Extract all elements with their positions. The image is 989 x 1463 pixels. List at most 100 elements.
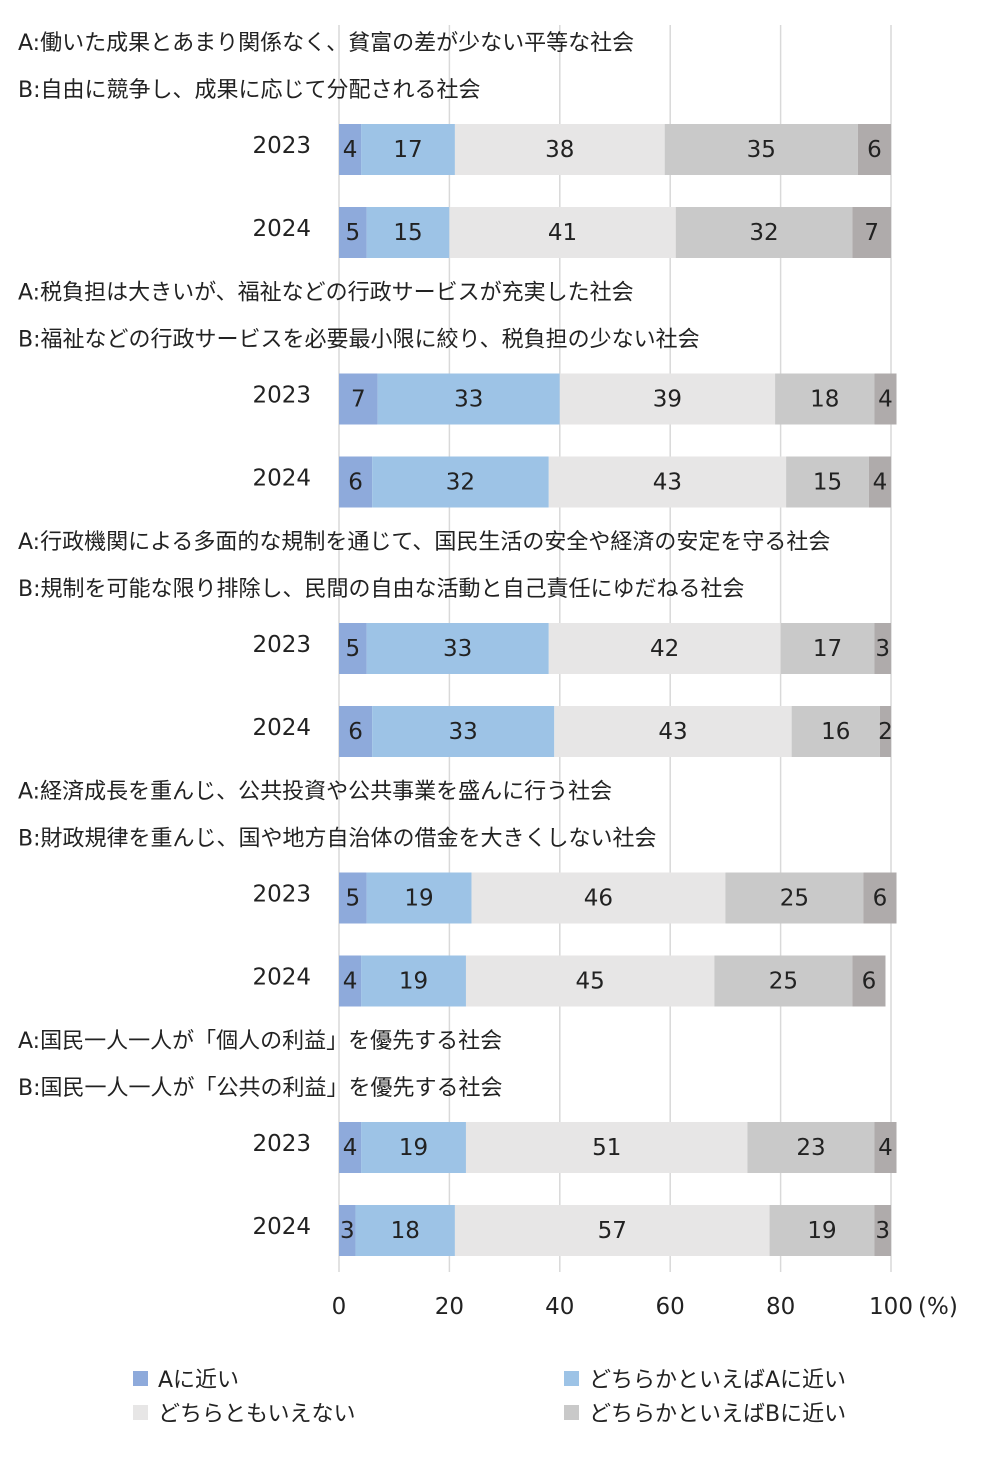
data-label: 18	[391, 1218, 420, 1244]
data-label: 38	[545, 137, 574, 163]
data-label: 4	[343, 969, 358, 995]
data-label: 57	[598, 1218, 627, 1244]
x-tick-label: 80	[766, 1294, 795, 1320]
legend-swatch	[133, 1370, 148, 1386]
legend-label: どちらかといえばAに近い	[589, 1368, 847, 1393]
data-label: 3	[875, 636, 890, 662]
bar-segment	[554, 706, 792, 757]
data-label: 4	[873, 470, 888, 496]
data-label: 5	[345, 220, 360, 246]
bar-segment	[471, 872, 726, 924]
data-label: 4	[343, 1135, 358, 1161]
data-label: 51	[592, 1135, 621, 1161]
x-tick-label: 60	[656, 1294, 685, 1320]
bar-segment	[372, 706, 555, 757]
data-label: 18	[810, 387, 839, 413]
data-label: 16	[821, 719, 850, 745]
bar-segment	[879, 706, 891, 757]
bar-segment	[874, 623, 891, 674]
data-label: 15	[393, 220, 422, 246]
year-label: 2024	[252, 715, 311, 741]
bar-segment	[874, 1122, 897, 1173]
group-label-a: A:行政機関による多面的な規制を通じて、国民生活の安全や経済の安定を守る社会	[18, 530, 830, 555]
bar-segment	[355, 1205, 455, 1256]
data-label: 33	[443, 636, 472, 662]
data-label: 6	[862, 969, 877, 995]
year-label: 2024	[252, 466, 311, 492]
data-label: 2	[878, 719, 893, 745]
legend-swatch	[564, 1404, 579, 1420]
data-label: 19	[404, 886, 433, 912]
group-label-a: A:経済成長を重んじ、公共投資や公共事業を盛んに行う社会	[18, 780, 612, 805]
bar-segment	[852, 955, 886, 1007]
legend-label: どちらともいえない	[158, 1402, 356, 1427]
legend-item-neither: どちらともいえない	[133, 1396, 356, 1428]
bar-segment	[465, 1122, 748, 1173]
data-label: 39	[653, 387, 682, 413]
bar-segment	[559, 373, 776, 425]
data-label: 35	[747, 137, 776, 163]
data-label: 19	[399, 969, 428, 995]
data-label: 32	[446, 470, 475, 496]
data-label: 33	[449, 719, 478, 745]
bar-segment	[372, 456, 549, 508]
x-unit-label: (%)	[918, 1294, 958, 1320]
bar-segment	[339, 124, 362, 175]
bar-segment	[664, 124, 858, 175]
data-label: 19	[399, 1135, 428, 1161]
data-label: 32	[749, 220, 778, 246]
legend-swatch	[564, 1370, 579, 1386]
data-label: 23	[796, 1135, 825, 1161]
data-label: 6	[348, 470, 363, 496]
data-label: 4	[878, 387, 893, 413]
bar-segment	[339, 623, 367, 674]
data-label: 6	[348, 719, 363, 745]
year-label: 2024	[252, 1214, 311, 1240]
bar-segment	[366, 623, 549, 674]
bar-segment	[725, 872, 864, 924]
bar-segment	[454, 124, 665, 175]
year-label: 2023	[252, 882, 311, 908]
bar-segment	[868, 456, 891, 508]
data-label: 6	[867, 137, 882, 163]
bar-segment	[339, 955, 362, 1007]
legend-item-a: Aに近い	[133, 1362, 239, 1394]
legend-label: Aに近い	[158, 1368, 240, 1393]
group-label-b: B:規制を可能な限り排除し、民間の自由な活動と自己責任にゆだねる社会	[18, 577, 745, 602]
data-label: 43	[653, 470, 682, 496]
group-label-a: A:税負担は大きいが、福祉などの行政サービスが充実した社会	[18, 281, 634, 306]
group-label-a: A:働いた成果とあまり関係なく、貧富の差が少ない平等な社会	[18, 31, 634, 56]
legend-label: どちらかといえばBに近い	[589, 1402, 847, 1427]
data-label: 25	[769, 969, 798, 995]
bar-segment	[780, 623, 875, 674]
data-label: 45	[576, 969, 605, 995]
year-label: 2023	[252, 383, 311, 409]
data-label: 3	[875, 1218, 890, 1244]
data-label: 4	[878, 1135, 893, 1161]
legend-swatch	[133, 1404, 148, 1420]
bar-segment	[339, 373, 378, 425]
data-label: 46	[584, 886, 613, 912]
bar-segment	[361, 124, 455, 175]
year-label: 2023	[252, 133, 311, 159]
bar-segment	[339, 207, 367, 258]
year-label: 2023	[252, 1131, 311, 1157]
x-tick-label: 100	[869, 1294, 913, 1320]
year-label: 2024	[252, 216, 311, 242]
bar-segment	[339, 1122, 362, 1173]
bar-segment	[465, 955, 715, 1007]
bar-segment	[548, 623, 781, 674]
group-label-a: A:国民一人一人が「個人の利益」を優先する社会	[18, 1029, 502, 1054]
bar-segment	[786, 456, 869, 508]
data-label: 5	[345, 636, 360, 662]
data-label: 41	[548, 220, 577, 246]
bar-segment	[454, 1205, 770, 1256]
bar-segment	[548, 456, 787, 508]
x-tick-label: 40	[545, 1294, 574, 1320]
bar-segment	[874, 373, 897, 425]
x-tick-label: 20	[435, 1294, 464, 1320]
data-label: 43	[658, 719, 687, 745]
x-tick-label: 0	[332, 1294, 347, 1320]
data-label: 15	[813, 470, 842, 496]
